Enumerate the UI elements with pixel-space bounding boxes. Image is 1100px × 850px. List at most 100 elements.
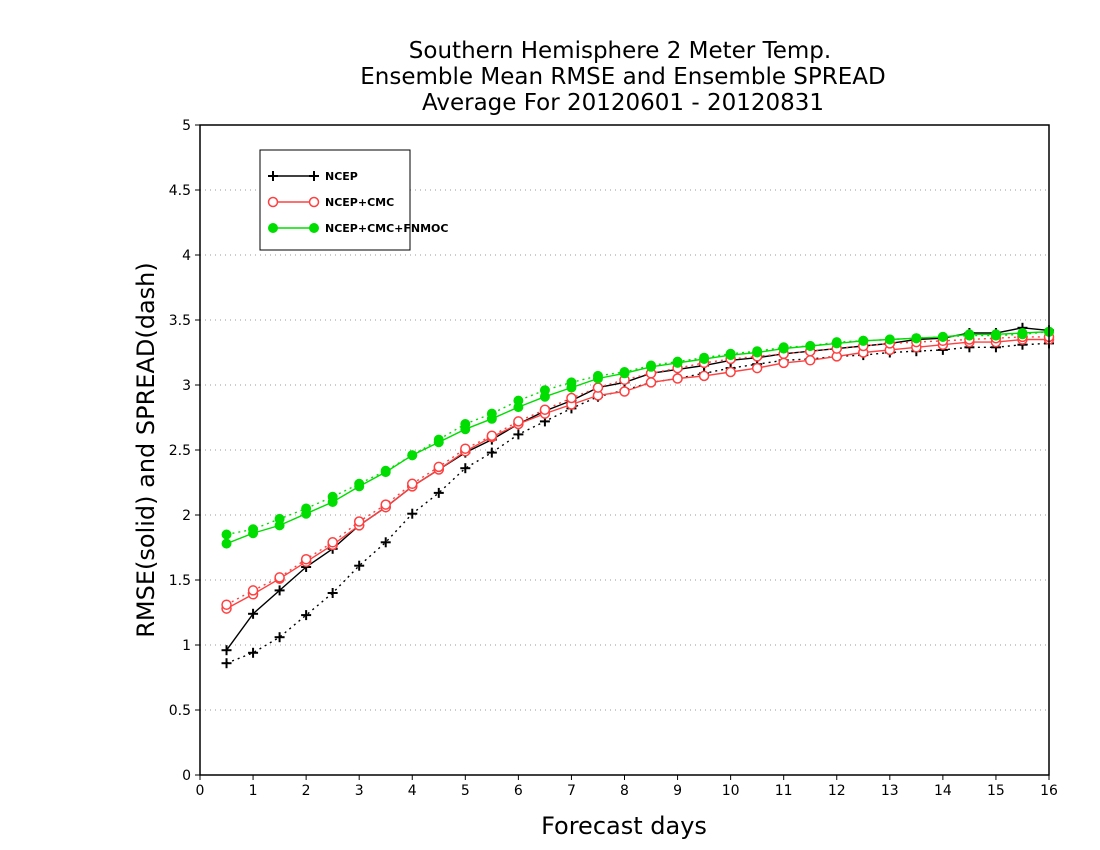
legend-label: NCEP+CMC [325,196,394,209]
legend-entry: NCEP [268,170,358,183]
data-point [407,508,418,519]
data-point [247,585,259,596]
y-axis-label: RMSE(solid) and SPREAD(dash) [132,262,160,638]
y-axis: 0 0.5 1 1.5 2 2.5 3 3.5 4 4.5 5 [169,118,200,784]
data-point [539,385,550,396]
data-point [274,572,285,583]
series-ncep-cmc-fnmoc-dash [221,326,1054,540]
title-line-3: Average For 20120601 - 20120831 [422,90,824,116]
data-point [380,537,391,548]
data-point [1017,329,1028,340]
y-tick-label: 3 [182,378,191,394]
series-ncep-cmc-fnmoc-solid [221,326,1054,549]
data-point [353,516,365,527]
data-point [831,337,842,348]
x-tick-label: 2 [302,783,311,799]
data-point [433,434,444,445]
data-point [804,355,816,366]
x-tick-label: 4 [408,783,417,799]
data-point [486,447,497,458]
data-point [308,196,320,208]
legend-label: NCEP+CMC+FNMOC [325,222,448,235]
data-point [460,419,471,429]
series-ncep-cmc-dash [221,331,1055,610]
data-point [592,382,604,393]
data-point [221,599,232,610]
data-point [937,331,948,342]
data-point [513,429,524,440]
data-point [725,348,736,359]
data-point [354,478,365,489]
legend-entry: NCEP+CMC [267,196,394,209]
data-point [380,465,391,476]
x-tick-label: 1 [249,783,258,799]
x-tick-label: 0 [196,783,205,799]
data-point [566,392,577,404]
x-tick-label: 11 [775,783,793,799]
x-tick-label: 15 [987,783,1005,799]
data-point [301,503,312,514]
legend-box [259,149,411,251]
x-tick-label: 3 [355,783,364,799]
data-point [300,553,312,565]
data-point [268,223,278,233]
data-point [725,366,736,378]
data-point [354,560,365,571]
data-point [433,487,444,498]
data-point [309,223,319,233]
x-tick-label: 9 [673,783,682,799]
data-point [248,647,259,658]
legend: NCEP NCEP+CMC NCEP+CMC+FNMOC [259,149,448,251]
series-ncep-dash [221,338,1054,669]
x-tick-label: 5 [461,783,470,799]
data-point [380,499,391,510]
y-tick-label: 0.5 [169,703,191,719]
data-point [858,335,869,346]
data-point [619,367,630,377]
data-point [327,491,338,502]
y-tick-label: 4.5 [169,183,191,199]
data-point [964,330,975,341]
y-tick-label: 2.5 [169,443,191,459]
data-point [221,538,232,549]
series-ncep-solid [221,322,1054,656]
data-point [327,588,338,598]
data-point [274,632,285,643]
x-tick-label: 14 [934,783,952,799]
y-tick-label: 1 [182,638,191,654]
data-point [699,352,710,363]
y-tick-label: 1.5 [169,573,191,589]
data-point [327,537,338,548]
x-tick-label: 16 [1040,783,1058,799]
series-layer [221,322,1055,669]
data-point [778,357,789,369]
x-axis: 0 1 2 3 4 5 6 7 8 9 10 11 12 13 14 15 16 [196,775,1058,799]
data-point [248,524,259,535]
data-point [267,196,279,208]
data-point [619,386,630,397]
data-point [672,356,683,367]
x-tick-label: 6 [514,783,523,799]
data-point [513,395,524,406]
data-point [778,342,789,353]
data-point [805,341,816,351]
y-tick-label: 4 [182,248,191,264]
x-axis-label: Forecast days [541,812,707,840]
series-line [226,331,1050,545]
series-line [226,336,1049,606]
data-point [433,461,445,473]
data-point [248,608,259,619]
series-line [225,327,1050,651]
data-point [301,610,312,621]
data-point [460,443,471,454]
x-tick-label: 7 [567,783,576,799]
data-point [460,463,471,474]
chart-title: Southern Hemisphere 2 Meter Temp. Ensemb… [360,38,885,116]
data-point [990,330,1001,341]
data-point [407,450,418,461]
data-point [309,171,319,181]
data-point [221,658,232,669]
data-point [752,346,763,357]
y-tick-label: 0 [182,768,191,784]
